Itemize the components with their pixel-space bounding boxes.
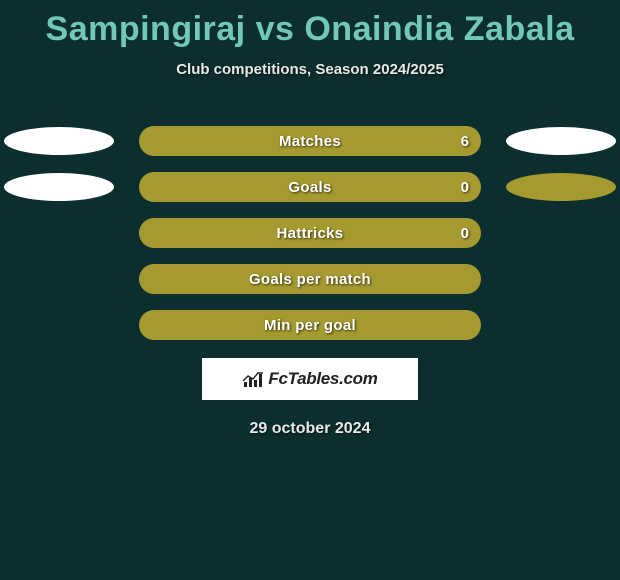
left-ellipse [4,127,114,155]
stat-label: Matches [279,133,341,150]
stat-row: Min per goal [0,302,620,348]
left-ellipse [4,173,114,201]
right-ellipse [506,127,616,155]
right-ellipse [506,173,616,201]
chart-icon [242,370,264,388]
stat-label: Min per goal [264,317,356,334]
stat-row: Matches 6 [0,118,620,164]
stat-label: Hattricks [277,225,344,242]
stat-label: Goals [288,179,331,196]
stat-bar: Matches 6 [139,126,481,156]
player1-name: Sampingiraj [46,10,246,48]
stat-bar: Goals 0 [139,172,481,202]
comparison-title: Sampingiraj vs Onaindia Zabala [0,0,620,49]
stat-label: Goals per match [249,271,371,288]
stat-bar: Min per goal [139,310,481,340]
stat-value: 6 [461,133,469,150]
stat-row: Goals per match [0,256,620,302]
logo-box: FcTables.com [202,358,418,400]
season-subtitle: Club competitions, Season 2024/2025 [0,61,620,78]
stat-row: Hattricks 0 [0,210,620,256]
player2-name: Onaindia Zabala [304,10,574,48]
logo-text: FcTables.com [268,369,377,389]
stat-bar: Goals per match [139,264,481,294]
stat-bar: Hattricks 0 [139,218,481,248]
vs-text: vs [256,10,295,48]
stats-container: Matches 6 Goals 0 Hattricks 0 Goals per match M… [0,118,620,348]
stat-value: 0 [461,179,469,196]
stat-value: 0 [461,225,469,242]
date-text: 29 october 2024 [0,420,620,438]
stat-row: Goals 0 [0,164,620,210]
